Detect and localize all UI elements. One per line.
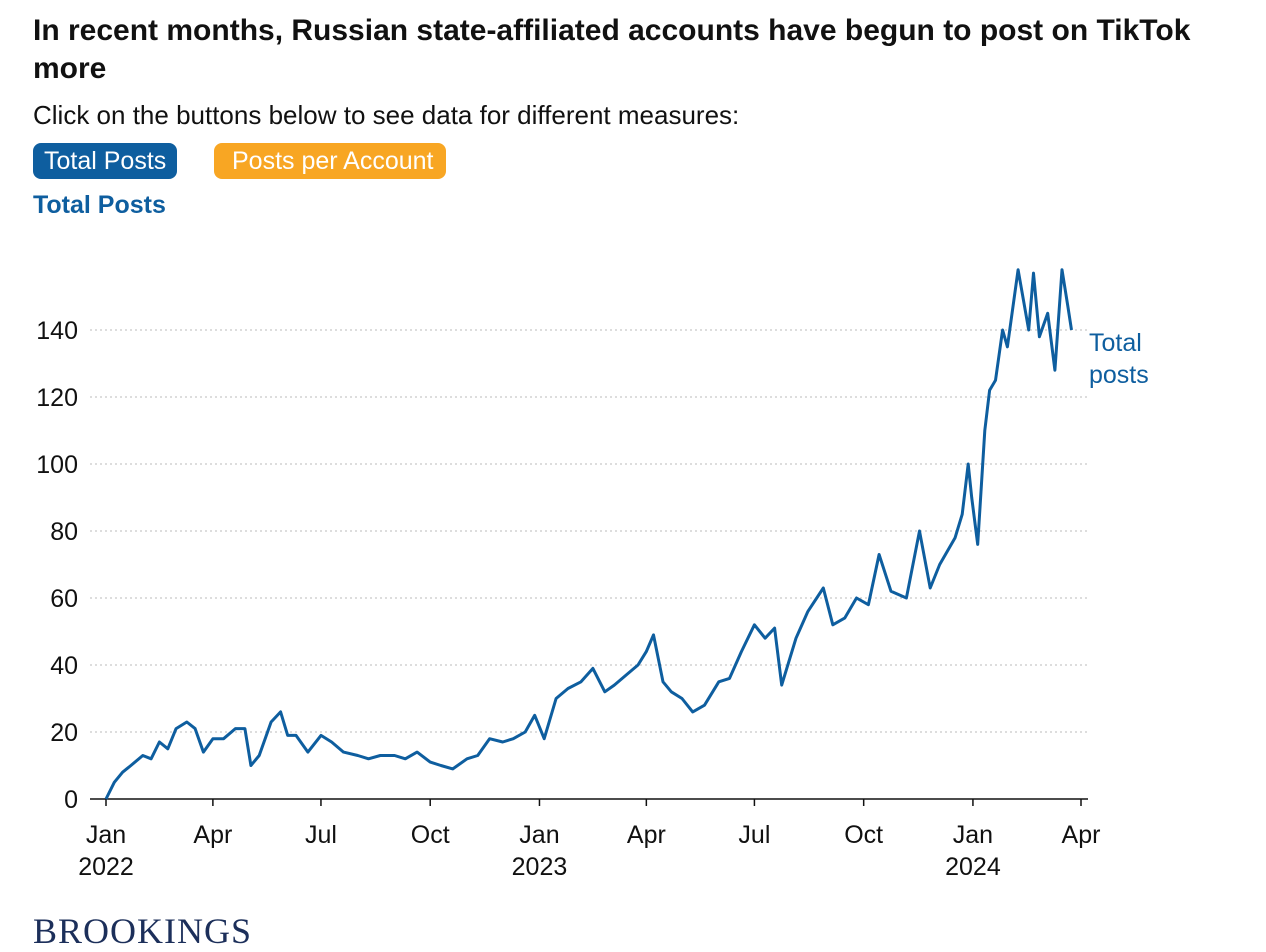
x-tick-label: Apr	[193, 821, 232, 849]
y-tick-label: 20	[50, 719, 78, 747]
x-tick-label: Jan 2022	[78, 821, 134, 881]
y-tick-label: 60	[50, 585, 78, 613]
y-tick-label: 40	[50, 652, 78, 680]
x-tick-label: Apr	[627, 821, 666, 849]
button-total-posts[interactable]: Total Posts	[33, 143, 178, 179]
y-tick-label: 120	[36, 384, 78, 412]
line	[104, 268, 1073, 800]
chart-title: Total Posts	[33, 191, 166, 219]
y-tick-label: 0	[64, 786, 78, 814]
y-tick-label: 80	[50, 518, 78, 546]
x-tick-label: Jul	[305, 821, 337, 849]
button-posts-per-account[interactable]: Posts per Account	[214, 143, 446, 179]
y-tick-label: 140	[36, 317, 78, 345]
title: In recent months, Russian state-affiliat…	[33, 14, 1191, 85]
x-tick-label: Jan 2024	[945, 821, 1001, 881]
subtitle: Click on the buttons below to see data f…	[33, 100, 740, 130]
x-tick-label: Oct	[844, 821, 883, 849]
y-tick-label: 100	[36, 451, 78, 479]
logo: BROOKINGS	[33, 911, 253, 951]
series-label: Total posts	[1089, 329, 1149, 389]
x-tick-label: Oct	[411, 821, 450, 849]
x-tick-label: Jan 2023	[512, 821, 568, 881]
x-tick-label: Jul	[738, 821, 770, 849]
x-tick-label: Apr	[1062, 821, 1101, 849]
